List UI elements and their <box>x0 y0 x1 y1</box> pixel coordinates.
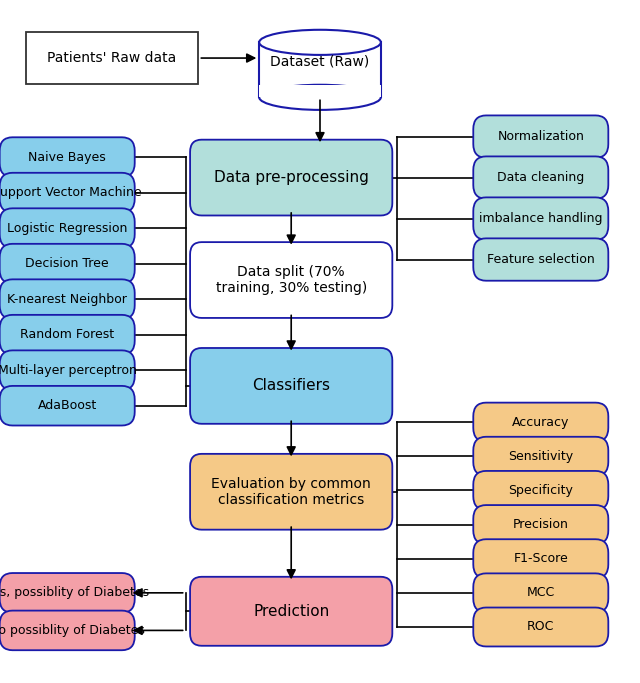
Text: Patients' Raw data: Patients' Raw data <box>47 51 177 65</box>
Text: F1-Score: F1-Score <box>513 552 568 566</box>
Text: imbalance handling: imbalance handling <box>479 212 602 225</box>
Text: Data pre-processing: Data pre-processing <box>214 170 369 185</box>
FancyBboxPatch shape <box>190 454 392 530</box>
Ellipse shape <box>259 85 381 110</box>
Text: Dataset (Raw): Dataset (Raw) <box>270 55 370 69</box>
Text: Support Vector Machine: Support Vector Machine <box>0 186 142 199</box>
FancyBboxPatch shape <box>474 505 608 544</box>
Text: Accuracy: Accuracy <box>512 415 570 429</box>
Text: Evaluation by common
classification metrics: Evaluation by common classification metr… <box>211 477 371 507</box>
Text: Decision Tree: Decision Tree <box>26 257 109 270</box>
Text: Yes, possiblity of Diabetes: Yes, possiblity of Diabetes <box>0 586 148 600</box>
Text: Feature selection: Feature selection <box>487 253 595 266</box>
FancyBboxPatch shape <box>190 140 392 216</box>
Bar <box>259 85 381 97</box>
Text: Multi-layer perceptron: Multi-layer perceptron <box>0 363 136 377</box>
FancyBboxPatch shape <box>0 244 135 283</box>
FancyBboxPatch shape <box>0 208 135 248</box>
Text: K-nearest Neighbor: K-nearest Neighbor <box>7 292 127 306</box>
FancyBboxPatch shape <box>474 197 608 240</box>
Text: Normalization: Normalization <box>497 130 584 143</box>
Text: Naive Bayes: Naive Bayes <box>28 150 106 164</box>
Text: ROC: ROC <box>527 620 554 634</box>
Bar <box>259 42 381 97</box>
Text: Logistic Regression: Logistic Regression <box>7 221 127 235</box>
FancyBboxPatch shape <box>474 540 608 578</box>
FancyBboxPatch shape <box>474 156 608 199</box>
Text: Data split (70%
training, 30% testing): Data split (70% training, 30% testing) <box>216 265 367 295</box>
Text: No possiblity of Diabetes: No possiblity of Diabetes <box>0 624 145 637</box>
FancyBboxPatch shape <box>26 32 198 83</box>
Text: Random Forest: Random Forest <box>20 328 115 342</box>
FancyBboxPatch shape <box>190 242 392 318</box>
FancyBboxPatch shape <box>0 173 135 212</box>
FancyBboxPatch shape <box>474 115 608 158</box>
FancyBboxPatch shape <box>0 137 135 177</box>
Text: Classifiers: Classifiers <box>252 378 330 393</box>
Text: Precision: Precision <box>513 518 569 531</box>
FancyBboxPatch shape <box>190 348 392 423</box>
FancyBboxPatch shape <box>474 608 608 646</box>
Text: Specificity: Specificity <box>508 484 573 497</box>
FancyBboxPatch shape <box>190 576 392 646</box>
Text: MCC: MCC <box>527 586 555 600</box>
Text: Sensitivity: Sensitivity <box>508 449 573 463</box>
FancyBboxPatch shape <box>474 471 608 510</box>
FancyBboxPatch shape <box>0 386 135 426</box>
Text: Prediction: Prediction <box>253 604 330 619</box>
Text: AdaBoost: AdaBoost <box>38 399 97 413</box>
FancyBboxPatch shape <box>474 574 608 612</box>
Text: Data cleaning: Data cleaning <box>497 171 584 184</box>
Ellipse shape <box>259 30 381 55</box>
FancyBboxPatch shape <box>0 350 135 390</box>
FancyBboxPatch shape <box>0 279 135 319</box>
FancyBboxPatch shape <box>0 315 135 354</box>
FancyBboxPatch shape <box>474 437 608 475</box>
FancyBboxPatch shape <box>0 611 135 650</box>
FancyBboxPatch shape <box>474 238 608 281</box>
FancyBboxPatch shape <box>474 403 608 442</box>
FancyBboxPatch shape <box>0 573 135 613</box>
